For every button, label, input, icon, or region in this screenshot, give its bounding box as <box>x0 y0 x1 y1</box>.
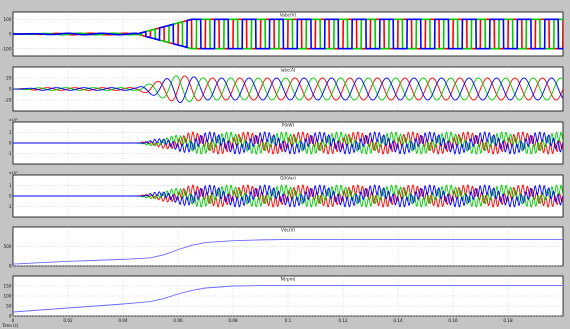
panel-title: Vdc(V) <box>281 228 295 233</box>
x-tick-label: 0.18 <box>503 318 513 323</box>
y-tick-label: 1 <box>9 183 12 188</box>
scope-panel-5: 500 0 Vdc(V) <box>4 226 564 269</box>
y-tick-label: 0 <box>9 314 12 319</box>
y-tick-label: 500 <box>4 244 12 249</box>
panel-title: N(rpm) <box>281 277 296 282</box>
panel-title: P(kW) <box>282 123 295 128</box>
y-tick-label: 0 <box>9 141 12 146</box>
y-tick-label: 0 <box>9 194 12 199</box>
time-offset-label: Time (s) <box>1 323 19 328</box>
scope-panel-1: 100 0 -100 Vabc(V) <box>2 11 564 57</box>
panel-title: Q(kVar) <box>280 176 296 181</box>
scope-panel-6: 150 100 50 0 N(rpm) 0 0.02 0.04 0.06 0.08 0.1 0.12 0… <box>4 275 564 323</box>
y-tick-label: 100 <box>4 17 12 22</box>
series-line-2 <box>13 75 563 103</box>
series-line-1 <box>13 75 563 102</box>
y-tick-label: 150 <box>4 284 12 289</box>
x-tick-label: 0.04 <box>118 318 128 323</box>
y-tick-label: 1 <box>9 130 12 135</box>
series-line-3 <box>13 184 563 208</box>
scope-panel-2: 20 0 -20 Iabc(A) <box>5 66 564 112</box>
series-line-3 <box>13 131 563 155</box>
exponent-label: x10⁴ <box>9 117 18 122</box>
scope-panel-4: 1 0 -1 Q(kVar) x10⁴ <box>7 170 564 218</box>
y-tick-label: -1 <box>7 151 12 156</box>
series-line-1 <box>13 284 563 313</box>
panel-title: Iabc(A) <box>281 68 296 73</box>
x-tick-label: 0.16 <box>448 318 458 323</box>
x-tick-label: 0.1 <box>285 318 292 323</box>
y-tick-label: 100 <box>4 294 12 299</box>
x-tick-label: 0.14 <box>393 318 403 323</box>
x-tick-label: 0 <box>12 318 15 323</box>
y-tick-label: 50 <box>6 304 12 309</box>
y-tick-label: 0 <box>9 32 12 37</box>
y-tick-label: 0 <box>9 87 12 92</box>
y-tick-label: -1 <box>7 204 12 209</box>
x-tick-label: 0.02 <box>63 318 73 323</box>
series-line-1 <box>13 239 563 265</box>
y-tick-label: -20 <box>5 98 12 103</box>
series-line-3 <box>13 76 563 103</box>
y-tick-label: 20 <box>6 76 12 81</box>
y-tick-label: -100 <box>2 46 12 51</box>
panel-title: Vabc(V) <box>280 13 297 18</box>
series-line-3 <box>13 18 563 50</box>
exponent-label: x10⁴ <box>9 170 18 175</box>
scope-panel-3: 1 0 -1 P(kW) x10⁴ <box>7 117 564 165</box>
x-tick-label: 0.08 <box>228 318 238 323</box>
x-tick-label: 0.12 <box>338 318 348 323</box>
y-tick-label: 0 <box>9 264 12 269</box>
x-tick-label: 0.06 <box>173 318 183 323</box>
